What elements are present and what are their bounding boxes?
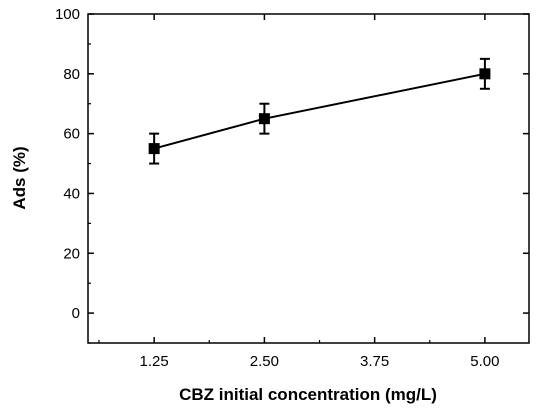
y-axis: 0 20 40 60 80 100 bbox=[55, 6, 529, 344]
x-tick-label: 5.00 bbox=[470, 353, 499, 370]
y-tick-label: 40 bbox=[63, 185, 80, 202]
y-tick-label: 0 bbox=[72, 305, 80, 322]
x-tick-label: 2.50 bbox=[250, 353, 279, 370]
plot-frame bbox=[87, 13, 530, 344]
y-tick-label: 100 bbox=[55, 6, 80, 23]
series-layer bbox=[148, 57, 491, 165]
data-point bbox=[148, 143, 160, 155]
series-line bbox=[153, 72, 486, 150]
x-axis: 1.25 2.50 3.75 5.00 bbox=[98, 14, 500, 370]
data-point bbox=[479, 68, 491, 80]
y-tick-label: 60 bbox=[63, 126, 80, 143]
y-tick-label: 80 bbox=[63, 66, 80, 83]
x-tick-label: 1.25 bbox=[140, 353, 169, 370]
y-tick-label: 20 bbox=[63, 245, 80, 262]
x-axis-title: CBZ initial concentration (mg/L) bbox=[179, 385, 437, 404]
x-tick-label: 3.75 bbox=[360, 353, 389, 370]
y-axis-title: Ads (%) bbox=[10, 146, 29, 209]
data-point bbox=[258, 113, 270, 125]
